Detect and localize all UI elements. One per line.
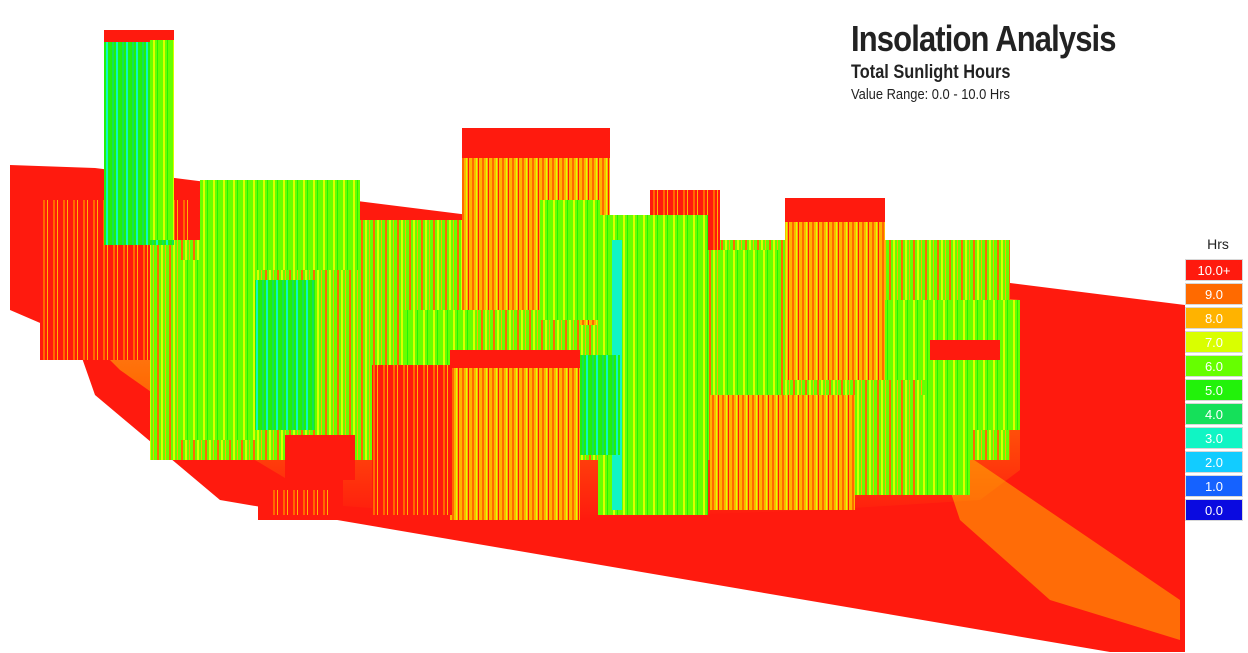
legend-swatch: 7.0 [1185, 331, 1243, 353]
legend-swatch: 8.0 [1185, 307, 1243, 329]
building-roof [462, 128, 610, 158]
ground-shadow-zone [930, 430, 1180, 640]
page-subtitle: Total Sunlight Hours [851, 62, 1011, 83]
building-tower [180, 260, 255, 440]
legend-items: 10.0+ 9.0 8.0 7.0 6.0 5.0 4.0 3.0 2.0 1.0 0.0 [1185, 259, 1247, 521]
value-range: Value Range: 0.0 - 10.0 Hrs [851, 86, 1010, 103]
building-tower [920, 395, 970, 495]
building-block [900, 300, 1010, 340]
building-tower [255, 280, 315, 430]
building-roof [450, 350, 580, 368]
page-title: Insolation Analysis [851, 18, 1117, 59]
legend-swatch: 9.0 [1185, 283, 1243, 305]
building-mass [200, 180, 360, 270]
building-roof [104, 30, 174, 42]
building-tower [855, 380, 925, 495]
building-block [270, 490, 330, 515]
building-roof [785, 198, 885, 222]
building-tower [150, 40, 174, 240]
building-tower [785, 200, 885, 380]
building-tower [710, 395, 855, 510]
building-tower [540, 200, 600, 320]
header: Insolation Analysis Total Sunlight Hours… [851, 18, 1159, 103]
legend-unit: Hrs [1207, 236, 1229, 252]
legend-swatch: 6.0 [1185, 355, 1243, 377]
legend-swatch: 4.0 [1185, 403, 1243, 425]
color-legend: Hrs 10.0+ 9.0 8.0 7.0 6.0 5.0 4.0 3.0 2.0 1.0 0.0 [1185, 235, 1247, 523]
legend-swatch: 3.0 [1185, 427, 1243, 449]
legend-swatch: 5.0 [1185, 379, 1243, 401]
legend-swatch: 2.0 [1185, 451, 1243, 473]
building-tower [580, 355, 620, 455]
building-tower [450, 355, 580, 520]
legend-swatch: 1.0 [1185, 475, 1243, 497]
building-block [285, 435, 355, 480]
building-tower [720, 250, 780, 410]
building-tower [372, 365, 452, 515]
legend-swatch: 0.0 [1185, 499, 1243, 521]
legend-swatch: 10.0+ [1185, 259, 1243, 281]
